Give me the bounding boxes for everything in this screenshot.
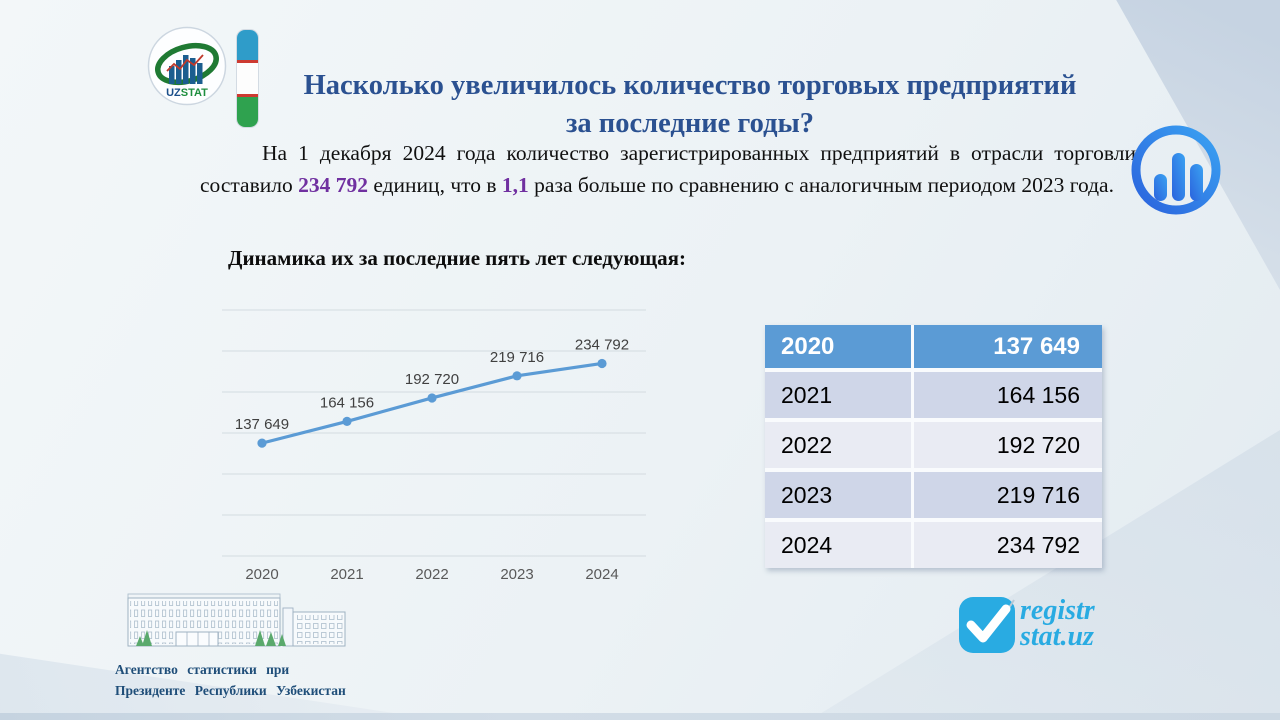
table-cell-year: 2024 bbox=[765, 518, 914, 568]
table-cell-value: 164 156 bbox=[912, 368, 1102, 420]
table-cell-value: 219 716 bbox=[912, 468, 1102, 520]
table-cell-value: 234 792 bbox=[912, 518, 1102, 568]
logo-text-uz: UZ bbox=[166, 87, 181, 99]
x-axis-tick-label: 2023 bbox=[500, 566, 533, 583]
table-header-row: 2020 137 649 bbox=[765, 325, 1102, 370]
x-axis-tick-label: 2024 bbox=[585, 566, 618, 583]
data-label: 137 649 bbox=[235, 416, 289, 433]
intro-paragraph: На 1 декабря 2024 года количество зареги… bbox=[200, 138, 1136, 201]
chart-section-title: Динамика их за последние пять лет следую… bbox=[228, 246, 686, 270]
registr-stat-logo: registr stat.uz bbox=[958, 594, 1095, 654]
page-title: Насколько увеличилось количество торговы… bbox=[165, 67, 1215, 143]
uzstat-logo-icon: UZSTAT bbox=[147, 26, 227, 106]
data-table: 2020 137 649 2021 164 156 2022 192 720 2… bbox=[765, 325, 1102, 568]
logo-text-stat: STAT bbox=[181, 87, 208, 99]
agency-line-1: Агентство статистики при bbox=[115, 662, 290, 677]
registr-wordmark: registr stat.uz bbox=[1020, 595, 1095, 652]
bottom-accent-strip bbox=[0, 713, 1280, 720]
logo-bars bbox=[169, 55, 203, 84]
table-cell-year: 2022 bbox=[765, 418, 914, 470]
table-row: 2022 192 720 bbox=[765, 418, 1102, 470]
uzbekistan-flag-icon bbox=[237, 30, 258, 127]
data-label: 234 792 bbox=[575, 336, 629, 353]
table-cell-year: 2021 bbox=[765, 368, 914, 420]
title-line-2: за последние годы? bbox=[565, 107, 815, 139]
intro-text: раза больше по сравнению с аналогичным п… bbox=[528, 172, 1114, 197]
data-label: 192 720 bbox=[405, 371, 459, 388]
x-axis-tick-label: 2020 bbox=[245, 566, 278, 583]
registr-line-2: stat.uz bbox=[1020, 621, 1094, 652]
intro-text: единиц, что в bbox=[367, 172, 502, 197]
table-row: 2024 234 792 bbox=[765, 518, 1102, 568]
table-cell-year: 2023 bbox=[765, 468, 914, 520]
logo-trend-line bbox=[166, 54, 204, 72]
data-label: 219 716 bbox=[490, 349, 544, 366]
x-axis-tick-label: 2022 bbox=[415, 566, 448, 583]
bar-chart-badge-icon bbox=[1131, 125, 1221, 215]
intro-value-ratio: 1,1 bbox=[501, 172, 529, 197]
intro-value-total: 234 792 bbox=[298, 172, 368, 197]
table-row: 2021 164 156 bbox=[765, 368, 1102, 420]
title-line-1: Насколько увеличилось количество торговы… bbox=[303, 70, 1077, 102]
table-cell-value: 192 720 bbox=[912, 418, 1102, 470]
building-illustration bbox=[127, 593, 346, 647]
x-axis-tick-label: 2021 bbox=[330, 566, 363, 583]
logo-wordmark: UZSTAT bbox=[166, 87, 208, 99]
intro-text: На 1 декабря 2024 года количество зареги… bbox=[200, 141, 1136, 197]
checkmark-icon bbox=[959, 597, 1015, 653]
registr-line-1: registr bbox=[1020, 595, 1095, 627]
table-header-year: 2020 bbox=[765, 325, 914, 370]
line-chart: 137 649 2020 164 156 2021 192 720 2022 219 716… bbox=[210, 288, 660, 593]
agency-line-2: Президенте Республики Узбекистан bbox=[115, 682, 346, 698]
trees bbox=[136, 630, 286, 646]
data-label: 164 156 bbox=[320, 394, 374, 411]
table-row: 2023 219 716 bbox=[765, 468, 1102, 520]
table-header-value: 137 649 bbox=[912, 325, 1102, 370]
agency-caption: Агентство статистики при Президенте Респ… bbox=[115, 660, 346, 702]
